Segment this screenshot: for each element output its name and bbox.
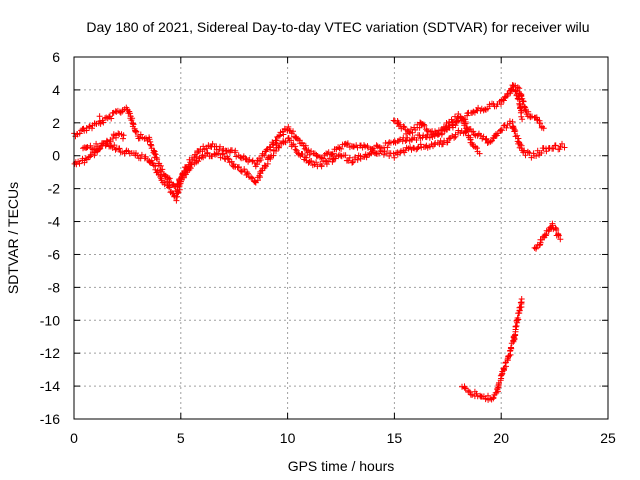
y-tick-label: 0 [52, 148, 60, 164]
chart-title: Day 180 of 2021, Sidereal Day-to-day VTE… [86, 19, 589, 35]
series-segment-c [531, 220, 564, 252]
x-tick-label: 10 [280, 430, 296, 446]
series-segment-e [80, 130, 127, 153]
y-tick-label: -6 [48, 246, 61, 262]
x-tick-label: 0 [70, 430, 78, 446]
y-axis-ticks: -16 -14 -12 -10 -8 -6 -4 -2 0 2 4 6 [40, 49, 608, 427]
series-segment-a [390, 111, 483, 157]
y-tick-label: -8 [48, 279, 61, 295]
y-tick-label: -12 [40, 345, 60, 361]
x-axis-label: GPS time / hours [288, 458, 395, 474]
y-tick-label: -2 [48, 181, 61, 197]
data-points [71, 82, 568, 403]
y-axis-label: SDTVAR / TECUs [5, 182, 21, 294]
y-tick-label: 6 [52, 49, 60, 65]
outlier-point [96, 113, 103, 120]
plot-frame [73, 56, 609, 420]
y-tick-label: 4 [52, 82, 60, 98]
series-segment-b [514, 84, 547, 132]
x-tick-label: 25 [600, 430, 616, 446]
y-tick-label: -10 [40, 312, 60, 328]
x-tick-label: 5 [177, 430, 185, 446]
y-tick-label: -16 [40, 411, 60, 427]
x-tick-label: 15 [387, 430, 403, 446]
x-tick-label: 20 [493, 430, 509, 446]
series-main-band-lower [71, 118, 568, 204]
series-segment-d [459, 296, 525, 403]
y-tick-label: -14 [40, 378, 60, 394]
y-tick-label: 2 [52, 115, 60, 131]
y-tick-label: -4 [48, 214, 61, 230]
